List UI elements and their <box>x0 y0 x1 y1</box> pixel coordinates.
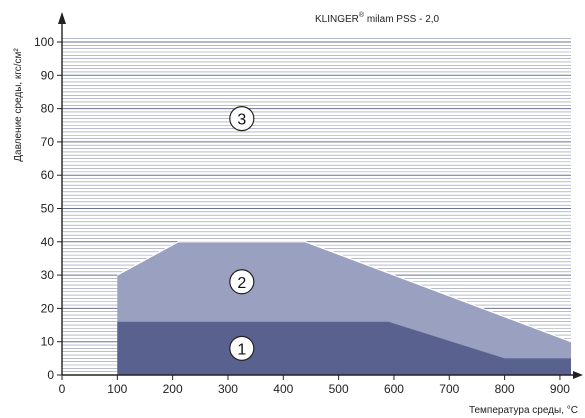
x-tick-label: 900 <box>550 382 570 396</box>
y-axis-arrow <box>58 12 66 24</box>
zone-2-label: 2 <box>237 275 246 292</box>
x-tick-label: 600 <box>384 382 404 396</box>
axes: 0 10 20 30 40 50 60 70 80 90 100 0 100 200 300 400 500 60… <box>34 12 583 396</box>
x-tick-label: 400 <box>273 382 293 396</box>
y-tick-label: 100 <box>34 35 54 49</box>
y-tick-label: 10 <box>41 335 55 349</box>
y-tick-label: 30 <box>41 268 55 282</box>
y-tick-label: 0 <box>47 368 54 382</box>
x-tick-label: 500 <box>329 382 349 396</box>
zone-1-marker <box>229 335 255 361</box>
x-axis-arrow <box>573 371 583 379</box>
zone-3-marker <box>229 105 255 132</box>
y-tick-label: 40 <box>41 235 55 249</box>
x-tick-label: 300 <box>218 382 238 396</box>
zone-2-marker <box>229 269 255 295</box>
y-tick-label: 70 <box>41 135 55 149</box>
y-axis-title: Давление среды, кгс/см² <box>13 48 24 162</box>
x-tick-label: 200 <box>163 382 183 396</box>
zone-3-label: 3 <box>237 112 246 129</box>
y-tick-label: 80 <box>41 102 55 116</box>
chart-title: KLINGER® milam PSS - 2,0 <box>315 11 440 25</box>
zone-2-outline <box>117 241 572 343</box>
chart-title-superscript: ® <box>359 11 365 19</box>
zone-1-area <box>117 321 572 375</box>
y-tick-label: 60 <box>41 168 55 182</box>
y-tick-label: 20 <box>41 301 55 315</box>
x-tick-label: 800 <box>495 382 515 396</box>
x-axis-title: Температура среды, °C <box>469 405 578 416</box>
zone-1-label: 1 <box>237 341 246 358</box>
zone-labels: 1 2 3 <box>229 105 255 361</box>
y-tick-label: 90 <box>41 68 55 82</box>
chart-title-suffix: milam PSS - 2,0 <box>364 14 439 25</box>
chart-title-prefix: KLINGER <box>315 14 359 25</box>
pressure-zones <box>117 241 572 375</box>
y-tick-label: 50 <box>41 202 55 216</box>
x-tick-label: 0 <box>59 382 66 396</box>
x-tick-label: 100 <box>107 382 127 396</box>
x-tick-label: 700 <box>439 382 459 396</box>
